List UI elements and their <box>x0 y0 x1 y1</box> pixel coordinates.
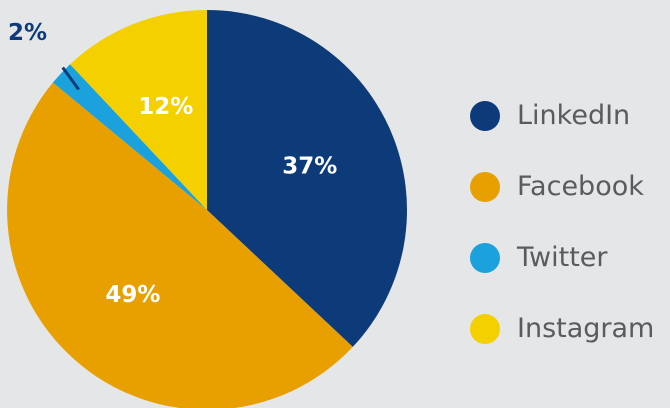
pie-slice-facebook <box>7 82 353 408</box>
legend-label-twitter: Twitter <box>517 242 608 273</box>
callout-line-twitter <box>61 66 80 91</box>
pie-slice-instagram <box>70 10 207 210</box>
legend-swatch-linkedin <box>470 100 500 131</box>
legend-item-instagram: Instagram <box>470 293 670 364</box>
pie-chart: 37% 49% 2% 12% <box>7 10 407 408</box>
slice-label-twitter: 2% <box>8 20 47 46</box>
pie-slice-linkedin <box>207 10 407 347</box>
legend-item-linkedin: LinkedIn <box>470 80 670 151</box>
pie-slices <box>7 10 407 408</box>
pie-slice-twitter <box>52 64 208 211</box>
legend-label-linkedin: LinkedIn <box>517 100 631 131</box>
legend-swatch-instagram <box>470 313 500 344</box>
legend-swatch-facebook <box>470 171 500 202</box>
legend: LinkedIn Facebook Twitter Instagram <box>470 80 670 364</box>
slice-label-instagram: 12% <box>138 94 193 120</box>
legend-swatch-twitter <box>470 242 500 273</box>
slice-label-linkedin: 37% <box>282 154 337 180</box>
legend-label-instagram: Instagram <box>517 313 655 344</box>
slice-labels: 37% 49% 2% 12% <box>8 20 337 308</box>
legend-item-facebook: Facebook <box>470 151 670 222</box>
legend-item-twitter: Twitter <box>470 222 670 293</box>
slice-label-facebook: 49% <box>105 282 160 308</box>
legend-label-facebook: Facebook <box>517 171 644 202</box>
